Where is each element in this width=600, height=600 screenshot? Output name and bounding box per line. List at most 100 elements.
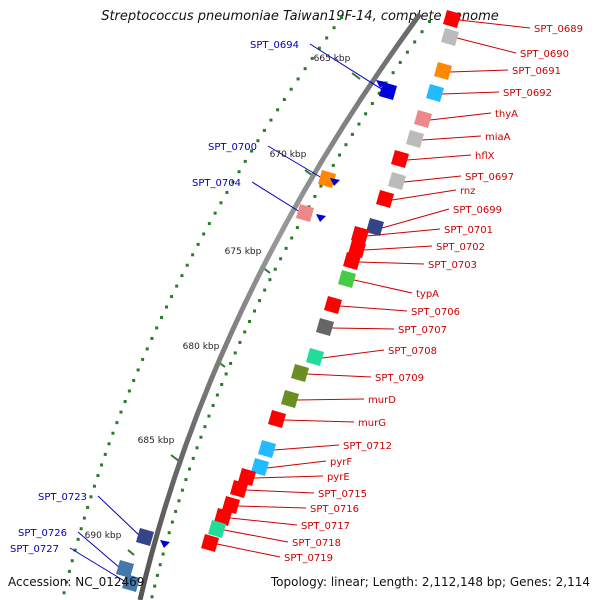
accession-text: Accession: NC_012469 xyxy=(8,575,145,589)
leader-line xyxy=(321,349,385,359)
minor-tick xyxy=(184,478,188,482)
minor-tick xyxy=(340,16,343,19)
minor-tick xyxy=(213,211,217,215)
minor-tick xyxy=(170,520,174,524)
minor-tick xyxy=(215,393,219,397)
gene-label: SPT_0717 xyxy=(301,521,350,532)
minor-tick xyxy=(258,299,262,303)
leader-line xyxy=(429,112,492,121)
gene-block xyxy=(306,348,324,366)
leader-line xyxy=(339,305,408,312)
leader-line xyxy=(266,460,327,469)
gene-block xyxy=(348,240,366,258)
gene-block xyxy=(316,318,334,336)
gene-block xyxy=(258,440,276,458)
minor-tick xyxy=(331,163,335,167)
gene-block xyxy=(366,218,384,236)
minor-tick xyxy=(188,467,192,471)
minor-tick xyxy=(248,319,252,323)
gene-label: SPT_0727 xyxy=(10,544,59,555)
gene-label: murD xyxy=(368,395,396,406)
gene-block xyxy=(201,534,219,552)
gene-block xyxy=(318,170,336,188)
minor-tick xyxy=(357,122,361,126)
gene-label: SPT_0706 xyxy=(411,307,460,318)
leader-line xyxy=(283,419,355,423)
minor-tick xyxy=(256,139,260,143)
minor-tick xyxy=(370,102,374,105)
minor-tick xyxy=(350,132,354,136)
minor-tick xyxy=(233,351,237,355)
minor-tick xyxy=(377,91,381,95)
minor-tick xyxy=(250,149,254,153)
minor-tick xyxy=(167,531,171,535)
minor-tick xyxy=(207,222,211,226)
gene-label: SPT_0726 xyxy=(18,528,67,539)
minor-tick xyxy=(303,67,307,71)
minor-tick xyxy=(92,484,96,488)
minor-tick xyxy=(262,128,266,132)
minor-tick xyxy=(317,46,321,50)
kbp-tick xyxy=(351,72,361,80)
minor-tick xyxy=(127,389,131,393)
leader-line xyxy=(77,531,121,569)
gene-label: SPT_0704 xyxy=(192,178,241,189)
kbp-label: 675 kbp xyxy=(225,247,262,257)
leader-line xyxy=(441,91,500,95)
minor-tick xyxy=(253,309,256,313)
leader-line xyxy=(245,489,315,494)
gene-label: SPT_0702 xyxy=(436,242,485,253)
minor-tick xyxy=(111,431,115,435)
kbp-label: 670 kbp xyxy=(270,150,307,160)
minor-tick xyxy=(211,404,215,408)
gene-block xyxy=(426,84,444,102)
gene-label: SPT_0715 xyxy=(318,489,367,500)
minor-tick xyxy=(420,30,424,34)
gene-label: hflX xyxy=(475,151,495,162)
kbp-tick xyxy=(170,454,180,462)
gene-label: pyrE xyxy=(327,472,350,483)
gene-block xyxy=(379,82,397,100)
gene-arrow xyxy=(330,178,340,186)
minor-tick xyxy=(428,20,431,23)
gene-label: typA xyxy=(416,289,439,300)
gene-label: murG xyxy=(358,418,386,429)
minor-tick xyxy=(295,226,299,230)
gene-label: SPT_0700 xyxy=(208,142,257,153)
minor-tick xyxy=(119,410,123,414)
label-leader-lines xyxy=(69,19,531,583)
minor-tick xyxy=(313,194,317,198)
minor-tick xyxy=(413,40,417,44)
leader-line xyxy=(391,189,457,201)
leader-line xyxy=(381,208,450,229)
minor-tick xyxy=(103,452,107,456)
minor-tick xyxy=(155,573,159,577)
gene-block xyxy=(251,458,269,476)
genome-backbone xyxy=(137,12,423,600)
minor-tick-layer xyxy=(62,16,431,599)
minor-tick xyxy=(150,595,154,599)
minor-tick xyxy=(398,60,402,64)
minor-tick xyxy=(207,414,211,418)
minor-tick xyxy=(229,361,233,365)
minor-tick xyxy=(79,527,83,531)
minor-tick xyxy=(225,190,229,194)
gene-block xyxy=(296,204,314,222)
leader-line xyxy=(363,245,433,251)
gene-label: SPT_0718 xyxy=(292,538,341,549)
gene-block xyxy=(324,296,342,314)
minor-tick xyxy=(89,495,93,499)
minor-tick xyxy=(219,201,223,205)
minor-tick xyxy=(238,340,242,344)
leader-line xyxy=(449,69,509,73)
minor-tick xyxy=(76,537,80,541)
leader-line xyxy=(69,547,127,583)
kbp-label: 680 kbp xyxy=(183,342,220,352)
minor-tick xyxy=(203,425,207,429)
gene-labels: 665 kbp 670 kbp 675 kbp 680 kbp 685 kbp 690 k… xyxy=(10,24,583,564)
minor-tick xyxy=(289,87,293,91)
gene-label: SPT_0692 xyxy=(503,88,552,99)
kbp-tick xyxy=(127,549,135,556)
topology-text: Topology: linear; Length: 2,112,148 bp; … xyxy=(270,575,590,589)
leader-line xyxy=(456,37,517,54)
